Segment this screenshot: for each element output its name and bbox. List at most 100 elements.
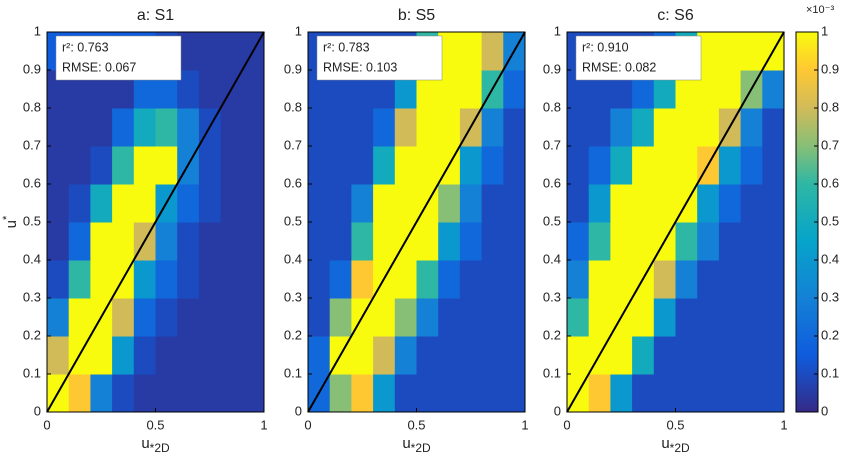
heatmap-cell — [762, 336, 785, 375]
heatmap-cell — [481, 146, 504, 185]
heatmap-cell — [653, 184, 676, 223]
y-tick-label: 0.5 — [543, 213, 561, 228]
heatmap-cell — [762, 70, 785, 109]
heatmap-cell — [351, 184, 374, 223]
heatmap-cell — [632, 108, 655, 147]
heatmap-cell — [416, 108, 439, 147]
y-label-base: u — [3, 220, 20, 228]
heatmap-cell — [373, 298, 396, 337]
heatmap-cell — [697, 32, 720, 71]
heatmap-cell — [675, 374, 698, 413]
y-tick-label: 0.1 — [543, 365, 561, 380]
heatmap-cell — [610, 222, 633, 261]
heatmap-cell — [242, 184, 265, 223]
heatmap-cell — [90, 222, 113, 261]
heatmap-cell — [762, 222, 785, 261]
heatmap-cell — [718, 222, 742, 261]
heatmap-cell — [459, 146, 483, 185]
heatmap-cell — [177, 184, 200, 223]
heatmap-cell — [68, 298, 91, 337]
y-tick-label: 0.4 — [543, 251, 561, 266]
panel-title: c: S6 — [657, 7, 694, 24]
heatmap-cell — [155, 336, 178, 375]
heatmap-cell — [133, 108, 156, 147]
x-tick-label: 1 — [780, 417, 787, 432]
heatmap-cell — [242, 374, 265, 413]
heatmap-cell — [632, 222, 655, 261]
heatmap-cell — [762, 260, 785, 299]
heatmap-cell — [567, 260, 590, 299]
heatmap-cell — [697, 336, 720, 375]
heatmap-cell — [329, 260, 352, 299]
heatmap-cell — [177, 260, 200, 299]
heatmap-cell — [155, 298, 178, 337]
heatmap-cell — [242, 222, 265, 261]
heatmap-cell — [394, 336, 417, 375]
x-label-sub: *2D — [150, 441, 170, 455]
heatmap-cell — [351, 260, 374, 299]
y-tick-label: 0.9 — [284, 61, 302, 76]
panel-title: b: S5 — [398, 7, 435, 24]
y-tick-label: 0.9 — [543, 61, 561, 76]
heatmap-cell — [653, 298, 676, 337]
heatmap-cell — [588, 108, 611, 147]
heatmap-cell — [459, 222, 483, 261]
heatmap-cell — [198, 70, 222, 109]
y-tick-label: 0.3 — [284, 289, 302, 304]
heatmap-cell — [588, 374, 611, 413]
heatmap-cell — [220, 374, 243, 413]
heatmap-cell — [155, 222, 178, 261]
y-tick-label: 0.5 — [23, 213, 41, 228]
heatmap-cell — [740, 260, 763, 299]
heatmap-cell — [394, 260, 417, 299]
heatmap-cell — [394, 184, 417, 223]
heatmap-cell — [740, 146, 763, 185]
heatmap-cell — [47, 298, 70, 337]
heatmap-cell — [308, 298, 331, 337]
heatmap-cell — [653, 260, 676, 299]
heatmap-cell — [351, 374, 374, 413]
heatmap-cell — [588, 260, 611, 299]
heatmap-cell — [416, 374, 439, 413]
heatmap-cell — [610, 260, 633, 299]
heatmap-cell — [567, 146, 590, 185]
heatmap-cell — [220, 222, 243, 261]
heatmap-cell — [416, 146, 439, 185]
heatmap-cell — [481, 222, 504, 261]
heatmap-cell — [438, 184, 461, 223]
heatmap-cell — [133, 184, 156, 223]
y-tick-label: 0.4 — [23, 251, 41, 266]
heatmap-cell — [459, 336, 483, 375]
heatmap-cell — [567, 298, 590, 337]
heatmap-cell — [133, 374, 156, 413]
heatmap-cell — [68, 374, 91, 413]
y-tick-label: 0.4 — [284, 251, 302, 266]
heatmap-cell — [762, 184, 785, 223]
heatmap-cell — [198, 298, 222, 337]
heatmap-cell — [329, 374, 352, 413]
y-tick-label: 0.8 — [543, 99, 561, 114]
annotation-box — [575, 35, 702, 81]
heatmap-cell — [718, 336, 742, 375]
heatmap-cell — [177, 374, 200, 413]
heatmap-cell — [47, 108, 70, 147]
y-tick-label: 0.6 — [23, 175, 41, 190]
x-label-sub: *2D — [411, 441, 431, 455]
heatmap-cell — [459, 184, 483, 223]
colorbar-tick-label: 0.6 — [821, 175, 839, 190]
heatmap-cell — [198, 374, 222, 413]
heatmap-cell — [459, 298, 483, 337]
heatmap-cell — [567, 336, 590, 375]
heatmap-cell — [308, 108, 331, 147]
heatmap-cell — [394, 146, 417, 185]
heatmap-cell — [481, 260, 504, 299]
heatmap-cell — [438, 374, 461, 413]
heatmap-cell — [567, 222, 590, 261]
heatmap-cell — [351, 222, 374, 261]
heatmap-cell — [242, 108, 265, 147]
heatmap-cell — [697, 70, 720, 109]
heatmap-cell — [329, 222, 352, 261]
heatmap-cell — [47, 184, 70, 223]
heatmap-cell — [373, 146, 396, 185]
x-tick-label: 1 — [521, 417, 528, 432]
